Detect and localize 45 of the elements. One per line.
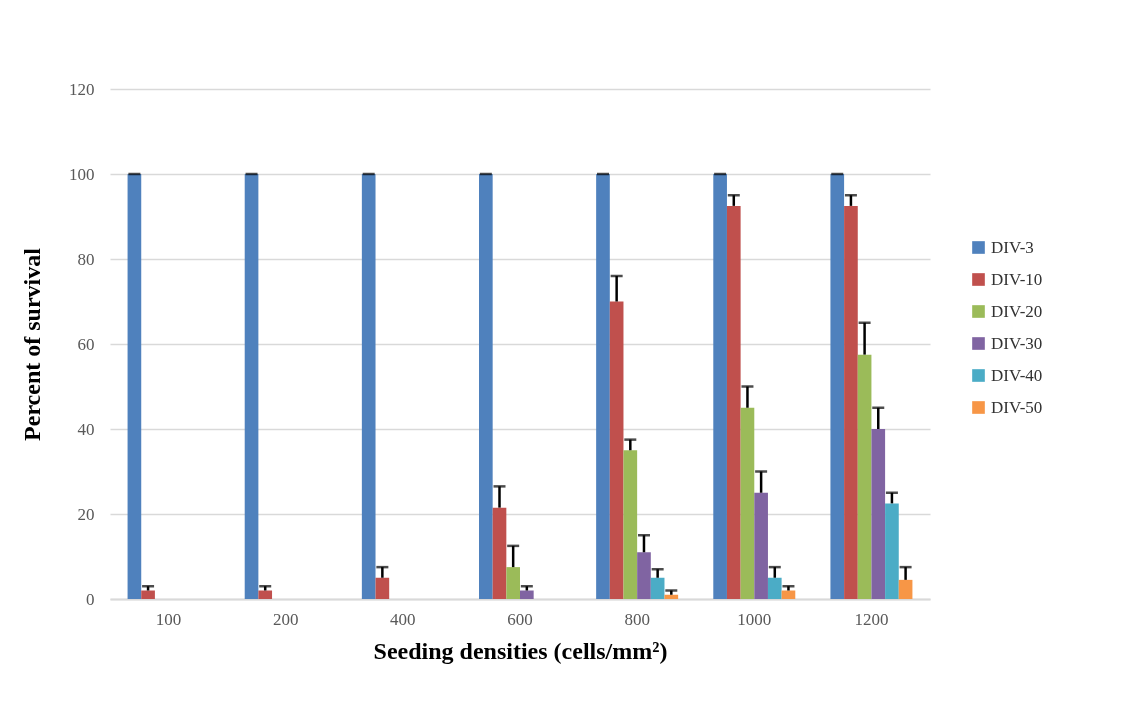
legend-label: DIV-3 xyxy=(991,237,1034,257)
bar xyxy=(857,354,872,599)
y-axis-title: Percent of survival xyxy=(19,247,45,441)
x-tick-label: 200 xyxy=(272,609,299,629)
bar xyxy=(506,567,520,599)
bar xyxy=(898,579,913,599)
x-tick-label: 100 xyxy=(155,609,182,629)
y-tick-label: 0 xyxy=(86,589,95,609)
bar xyxy=(767,577,782,599)
y-tick-label: 40 xyxy=(77,419,95,439)
bar xyxy=(830,174,845,599)
x-tick-label: 1000 xyxy=(737,609,772,629)
legend-label: DIV-20 xyxy=(991,301,1043,321)
x-tick-label: 800 xyxy=(624,609,650,629)
bar xyxy=(650,577,665,599)
bar xyxy=(885,503,899,599)
bar xyxy=(375,577,390,599)
x-tick-label: 1200 xyxy=(854,609,889,629)
legend-label: DIV-50 xyxy=(991,397,1043,417)
bar xyxy=(871,429,886,599)
legend-label: DIV-10 xyxy=(991,269,1043,289)
bar xyxy=(361,174,376,599)
bar xyxy=(244,174,259,599)
y-tick-label: 120 xyxy=(69,79,95,99)
bar xyxy=(740,407,755,599)
y-tick-label: 80 xyxy=(77,249,95,269)
x-axis-title: Seeding densities (cells/mm²) xyxy=(373,637,668,664)
bar xyxy=(492,507,507,599)
bar xyxy=(726,205,741,599)
y-tick-label: 60 xyxy=(77,334,95,354)
bar xyxy=(637,552,651,599)
x-tick-label: 400 xyxy=(390,609,416,629)
x-tick-label: 600 xyxy=(507,609,533,629)
y-tick-label: 20 xyxy=(77,504,95,524)
bar xyxy=(754,492,768,599)
bar xyxy=(127,174,142,599)
y-tick-label: 100 xyxy=(69,164,95,184)
bar xyxy=(609,301,624,599)
bar xyxy=(596,174,610,599)
bar xyxy=(844,205,858,599)
legend-label: DIV-30 xyxy=(991,333,1043,353)
bar xyxy=(479,174,493,599)
legend-label: DIV-40 xyxy=(991,365,1043,385)
bar xyxy=(713,174,727,599)
bar xyxy=(623,450,638,599)
